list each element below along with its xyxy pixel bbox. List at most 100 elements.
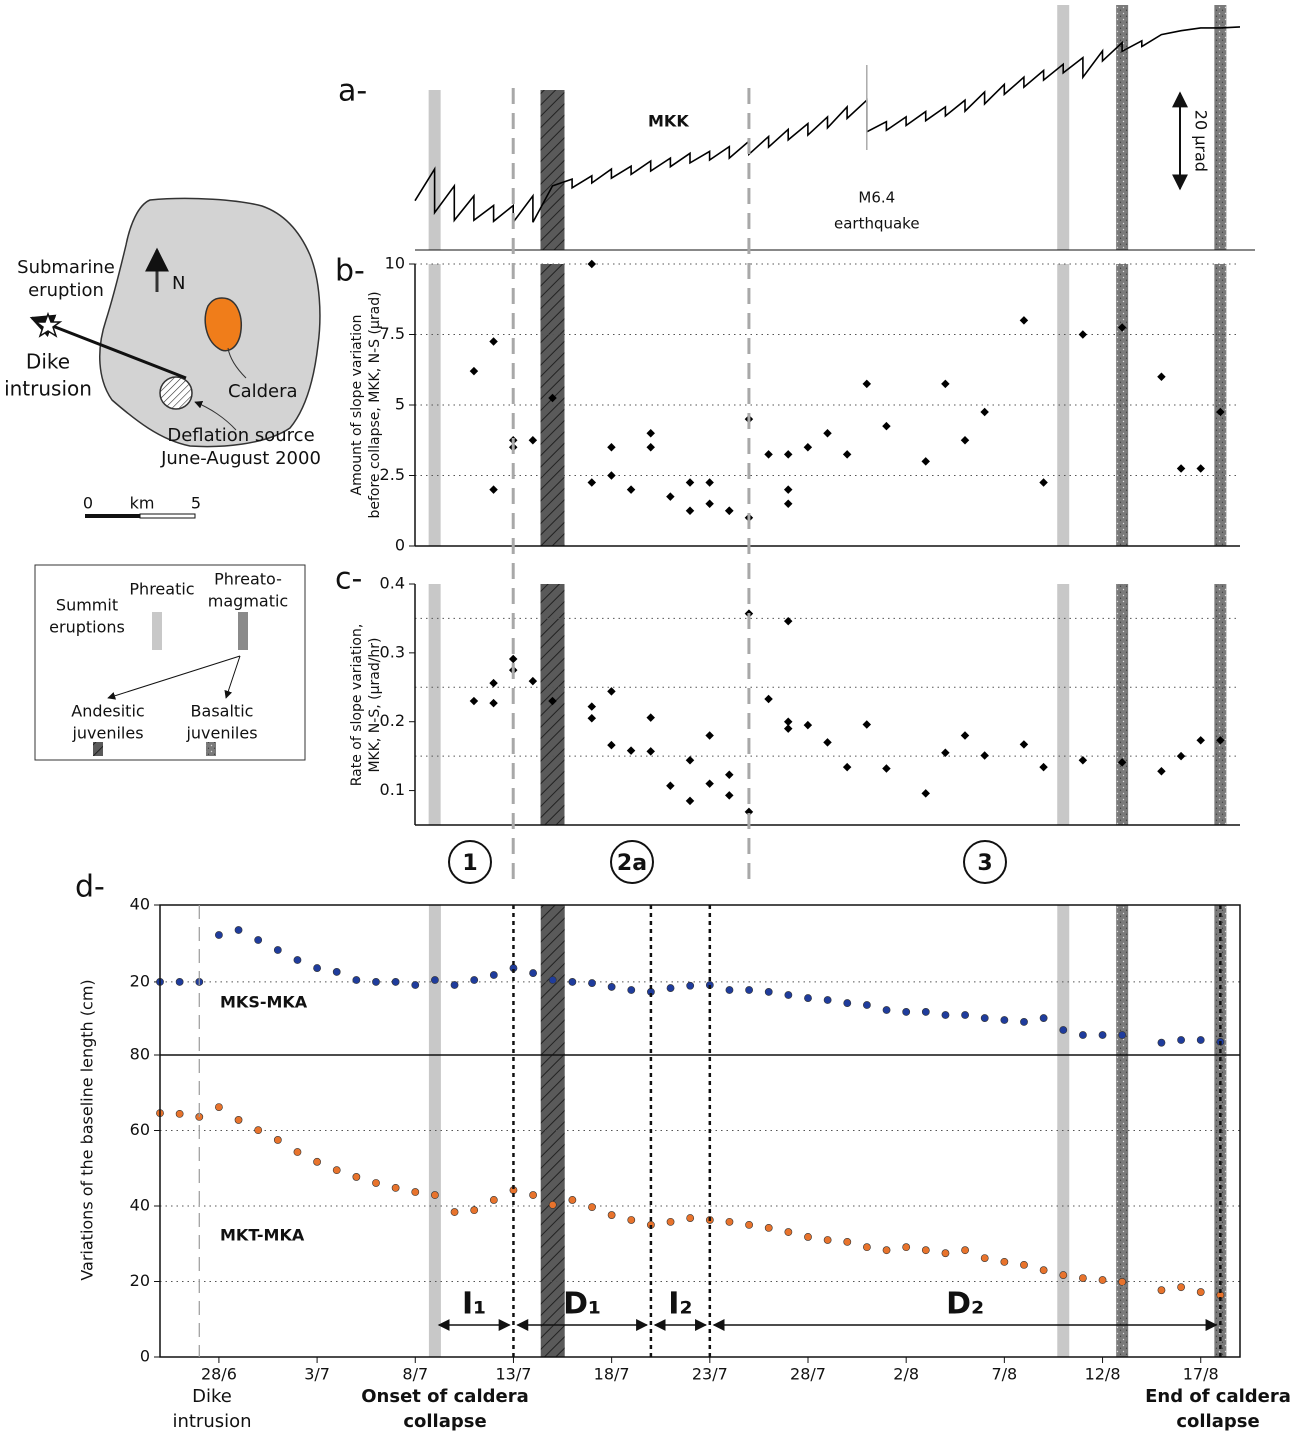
bands-layer (428, 5, 1227, 1357)
legend-swatch (206, 742, 216, 756)
data-point (254, 1126, 263, 1135)
scale-label: km (130, 494, 155, 513)
data-point (783, 450, 793, 459)
data-point (1019, 316, 1029, 325)
data-point (725, 986, 734, 994)
data-point (1177, 1036, 1185, 1044)
data-point (902, 1243, 911, 1252)
x-tick-label: 13/7 (495, 1365, 531, 1384)
data-point (548, 976, 557, 984)
data-point (548, 393, 557, 403)
data-point (941, 379, 950, 389)
data-point (862, 379, 872, 389)
data-point (804, 994, 812, 1002)
data-point (783, 499, 793, 508)
data-point (607, 983, 616, 991)
data-point (685, 756, 695, 765)
x-tick-label: 17/8 (1183, 1365, 1219, 1384)
data-point (666, 492, 675, 501)
data-point (960, 731, 970, 740)
data-point (1117, 323, 1127, 332)
data-point (902, 1008, 911, 1016)
eruption-star (33, 311, 63, 338)
data-point (1059, 1026, 1068, 1034)
data-point (469, 366, 479, 376)
data-point (1118, 1277, 1127, 1286)
data-point (1098, 1031, 1107, 1039)
data-point (587, 702, 597, 711)
data-point (1079, 1031, 1087, 1039)
eruption-band (1116, 584, 1129, 825)
data-point (470, 1206, 479, 1215)
data-point (528, 676, 538, 686)
y-tick-label: 7.5 (380, 324, 405, 343)
data-point (686, 981, 695, 990)
data-point (921, 1008, 930, 1016)
data-point (803, 720, 813, 730)
data-point (548, 1200, 557, 1209)
deflation-label: June-August 2000 (160, 448, 321, 469)
data-point (568, 978, 577, 986)
y-tick-label: 20 (130, 971, 150, 990)
dike-label: Dike (26, 350, 70, 374)
phase-circle (448, 840, 492, 884)
scale-label: 0 (83, 494, 93, 513)
x-tick-label: 23/7 (692, 1365, 728, 1384)
data-point (489, 1196, 498, 1204)
data-point (626, 746, 636, 755)
y-tick-label: 0 (395, 536, 405, 555)
data-point (744, 807, 754, 817)
eruption-band (1057, 264, 1070, 546)
data-point (489, 971, 498, 979)
data-point (313, 1157, 321, 1166)
eruption-band (1057, 5, 1070, 250)
data-point (293, 956, 302, 964)
legend-label: Basaltic (191, 702, 254, 721)
data-point (352, 976, 361, 984)
note: intrusion (172, 1411, 251, 1432)
data-point (607, 687, 616, 696)
data-point (508, 654, 518, 664)
data-point (372, 978, 380, 986)
note: Dike (192, 1386, 232, 1407)
data-point (784, 991, 793, 999)
data-point (666, 1217, 675, 1226)
data-point (1039, 762, 1048, 772)
y-tick-label: 5 (395, 395, 405, 414)
deflation-label: Deflation source (167, 425, 314, 446)
data-point (666, 984, 675, 992)
y-axis-title: Variations of the baseline length (cm) (78, 979, 97, 1280)
legend-label: Phreatic (129, 580, 194, 599)
legend-label: Phreato- (214, 570, 282, 589)
data-point (882, 1246, 891, 1255)
annotation: M6.4 (858, 189, 895, 207)
data-point (411, 1188, 420, 1196)
legend-label: juveniles (71, 724, 143, 743)
data-point (469, 696, 479, 706)
phase-label: 1 (462, 851, 477, 876)
data-point (470, 976, 479, 984)
data-point (1157, 372, 1166, 382)
eruption-band (540, 90, 565, 250)
data-point (568, 1196, 577, 1204)
phase-circle (610, 840, 654, 884)
data-point (745, 1220, 753, 1229)
data-point (961, 1246, 969, 1255)
data-point (823, 738, 832, 747)
deflation-pointer (194, 400, 237, 431)
data-point (528, 436, 538, 445)
dike-line (29, 314, 187, 380)
data-point (764, 1223, 773, 1232)
data-point (1117, 758, 1127, 767)
data-point (705, 731, 714, 740)
phase-label: 3 (977, 851, 992, 876)
legend-label: eruptions (49, 618, 125, 637)
data-point (607, 443, 616, 452)
data-point (646, 443, 655, 452)
x-tick-label: 2/8 (893, 1365, 919, 1384)
data-point (234, 1116, 243, 1124)
data-point (1020, 1018, 1028, 1026)
eruption-band (1214, 584, 1227, 825)
eruption-band (1214, 264, 1227, 546)
legend-label: Andesitic (71, 702, 144, 721)
